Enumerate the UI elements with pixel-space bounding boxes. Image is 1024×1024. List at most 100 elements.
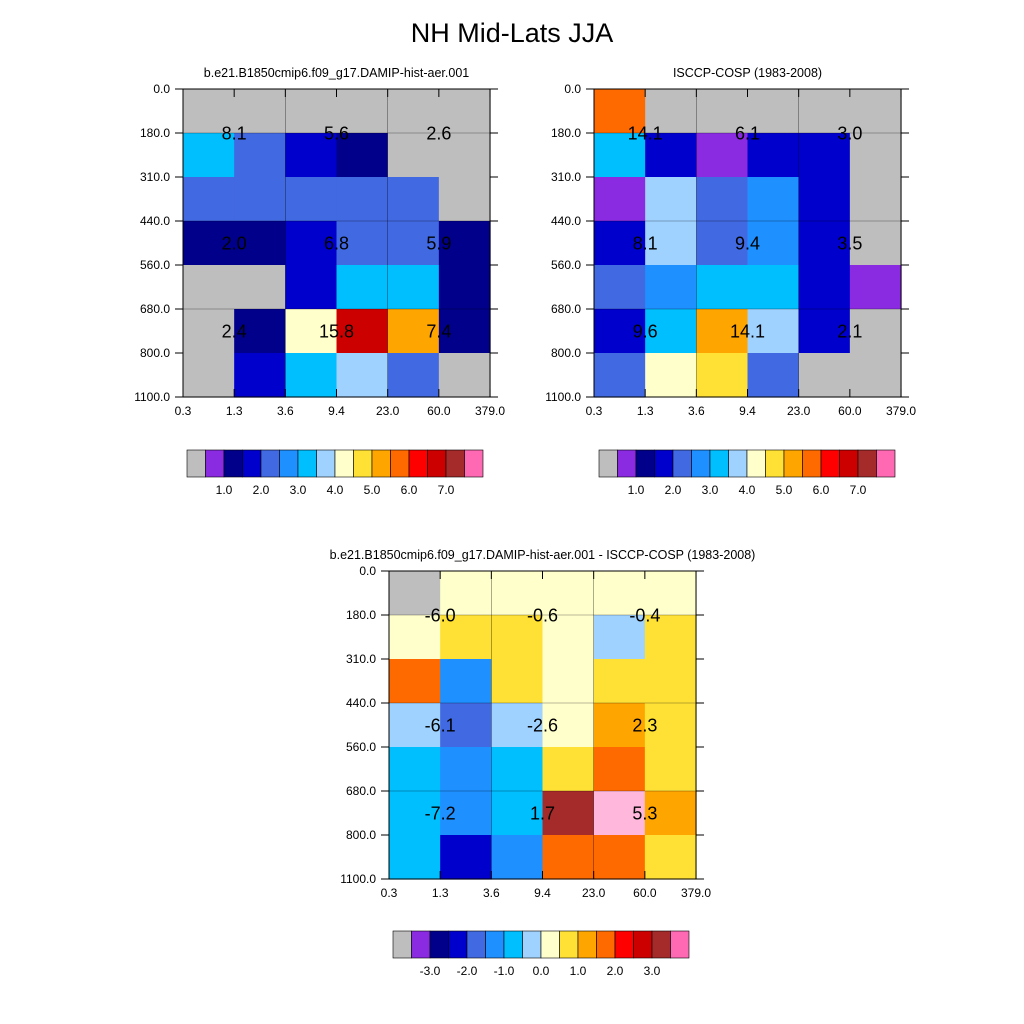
heatmap-cell	[285, 221, 338, 266]
heatmap-cell	[747, 89, 800, 134]
panel-title: ISCCP-COSP (1983-2008)	[673, 66, 822, 80]
colorbar-segment	[223, 449, 243, 478]
panel-difference: b.e21.B1850cmip6.f09_g17.DAMIP-hist-aer.…	[330, 548, 756, 978]
x-tick-label: 379.0	[886, 404, 916, 418]
heatmap-cell	[542, 703, 595, 748]
heatmap-cell	[491, 659, 544, 704]
heatmap-cell	[387, 265, 440, 310]
heatmap-cell	[594, 265, 646, 310]
heatmap-cell	[644, 747, 697, 792]
heatmap-cell	[747, 177, 800, 222]
colorbar-segment	[746, 449, 766, 478]
data-label: 14.1	[628, 124, 663, 144]
heatmap-cell	[696, 221, 749, 266]
heatmap-cell	[183, 309, 235, 354]
data-label: -7.2	[425, 804, 456, 824]
data-label: 6.1	[735, 124, 760, 144]
data-label: 7.4	[426, 322, 451, 342]
heatmap-cell	[336, 133, 389, 178]
data-label: 2.0	[222, 234, 247, 254]
y-tick-label: 310.0	[140, 170, 170, 184]
data-label: 3.0	[837, 124, 862, 144]
y-tick-label: 0.0	[153, 82, 170, 96]
data-label: 14.1	[730, 322, 765, 342]
colorbar-segment	[672, 449, 692, 478]
colorbar-segment	[876, 449, 896, 478]
heatmap-cell	[387, 89, 440, 134]
heatmap-cell	[387, 221, 440, 266]
heatmap-cell	[285, 309, 338, 354]
heatmap-cell	[644, 791, 697, 836]
data-label: 2.3	[632, 716, 657, 736]
heatmap-cell	[849, 265, 902, 310]
data-label: 8.1	[222, 124, 247, 144]
heatmap-cell	[696, 353, 749, 398]
heatmap-cell	[387, 309, 440, 354]
heatmap-cell	[696, 133, 749, 178]
colorbar-label: 4.0	[327, 483, 344, 497]
colorbar-label: 3.0	[290, 483, 307, 497]
colorbar-segment	[802, 449, 822, 478]
x-tick-label: 9.4	[534, 886, 551, 900]
heatmap-cell	[542, 659, 595, 704]
colorbar-segment	[503, 930, 523, 959]
heatmap-cell	[798, 221, 851, 266]
colorbar-segment	[577, 930, 597, 959]
heatmap-cell	[594, 221, 646, 266]
heatmap-cell	[438, 265, 491, 310]
colorbar-label: 6.0	[401, 483, 418, 497]
panel-observations: ISCCP-COSP (1983-2008) 0.3 1.3 3.6 9.4 23.0 60…	[545, 66, 916, 497]
colorbar-segment	[839, 449, 859, 478]
y-tick-label: 680.0	[346, 784, 376, 798]
colorbar-segment	[242, 449, 262, 478]
colorbar-label: 2.0	[665, 483, 682, 497]
heatmap-cell	[644, 835, 697, 880]
heatmap-cell	[440, 747, 492, 792]
colorbar-segment	[353, 449, 373, 478]
y-tick-label: 0.0	[359, 564, 376, 578]
heatmap-cell	[183, 133, 235, 178]
colorbar-label: -3.0	[420, 964, 441, 978]
heatmap-cell	[387, 353, 440, 398]
heatmap-cell	[542, 747, 595, 792]
colorbar-segment	[670, 930, 690, 959]
x-tick-label: 0.3	[586, 404, 603, 418]
data-label: 3.5	[837, 234, 862, 254]
heatmap-cell	[387, 133, 440, 178]
colorbar-label: 7.0	[438, 483, 455, 497]
heatmap-cell	[593, 703, 646, 748]
x-tick-label: 379.0	[475, 404, 505, 418]
data-label: -2.6	[527, 716, 558, 736]
heatmap-cell	[389, 747, 441, 792]
colorbar-segment	[429, 930, 449, 959]
y-tick-label: 440.0	[140, 214, 170, 228]
colorbar-segment	[651, 930, 671, 959]
heatmap-cell	[747, 133, 800, 178]
panel-title: b.e21.B1850cmip6.f09_g17.DAMIP-hist-aer.…	[330, 548, 756, 562]
x-tick-label: 3.6	[483, 886, 500, 900]
colorbar-segment	[427, 449, 447, 478]
colorbar-label: 1.0	[216, 483, 233, 497]
data-label: 1.7	[530, 804, 555, 824]
heatmap-cell	[696, 89, 749, 134]
colorbar-label: 2.0	[253, 483, 270, 497]
colorbar-label: -2.0	[457, 964, 478, 978]
heatmap-cell	[798, 353, 851, 398]
colorbar-segment	[464, 449, 484, 478]
heatmap-cell	[336, 221, 389, 266]
colorbar-label: 5.0	[776, 483, 793, 497]
heatmap-cell	[645, 133, 697, 178]
heatmap-cell	[440, 703, 492, 748]
heatmap-cell	[491, 571, 544, 616]
y-tick-label: 440.0	[346, 696, 376, 710]
heatmap-cell	[747, 265, 800, 310]
heatmap-cell	[491, 835, 544, 880]
heatmap-cell	[645, 221, 697, 266]
x-tick-label: 23.0	[787, 404, 811, 418]
data-label: -0.4	[629, 606, 660, 626]
heatmap-cell	[440, 835, 492, 880]
panel-model: b.e21.B1850cmip6.f09_g17.DAMIP-hist-aer.…	[134, 66, 505, 497]
y-tick-label: 180.0	[140, 126, 170, 140]
data-label: 6.8	[324, 234, 349, 254]
